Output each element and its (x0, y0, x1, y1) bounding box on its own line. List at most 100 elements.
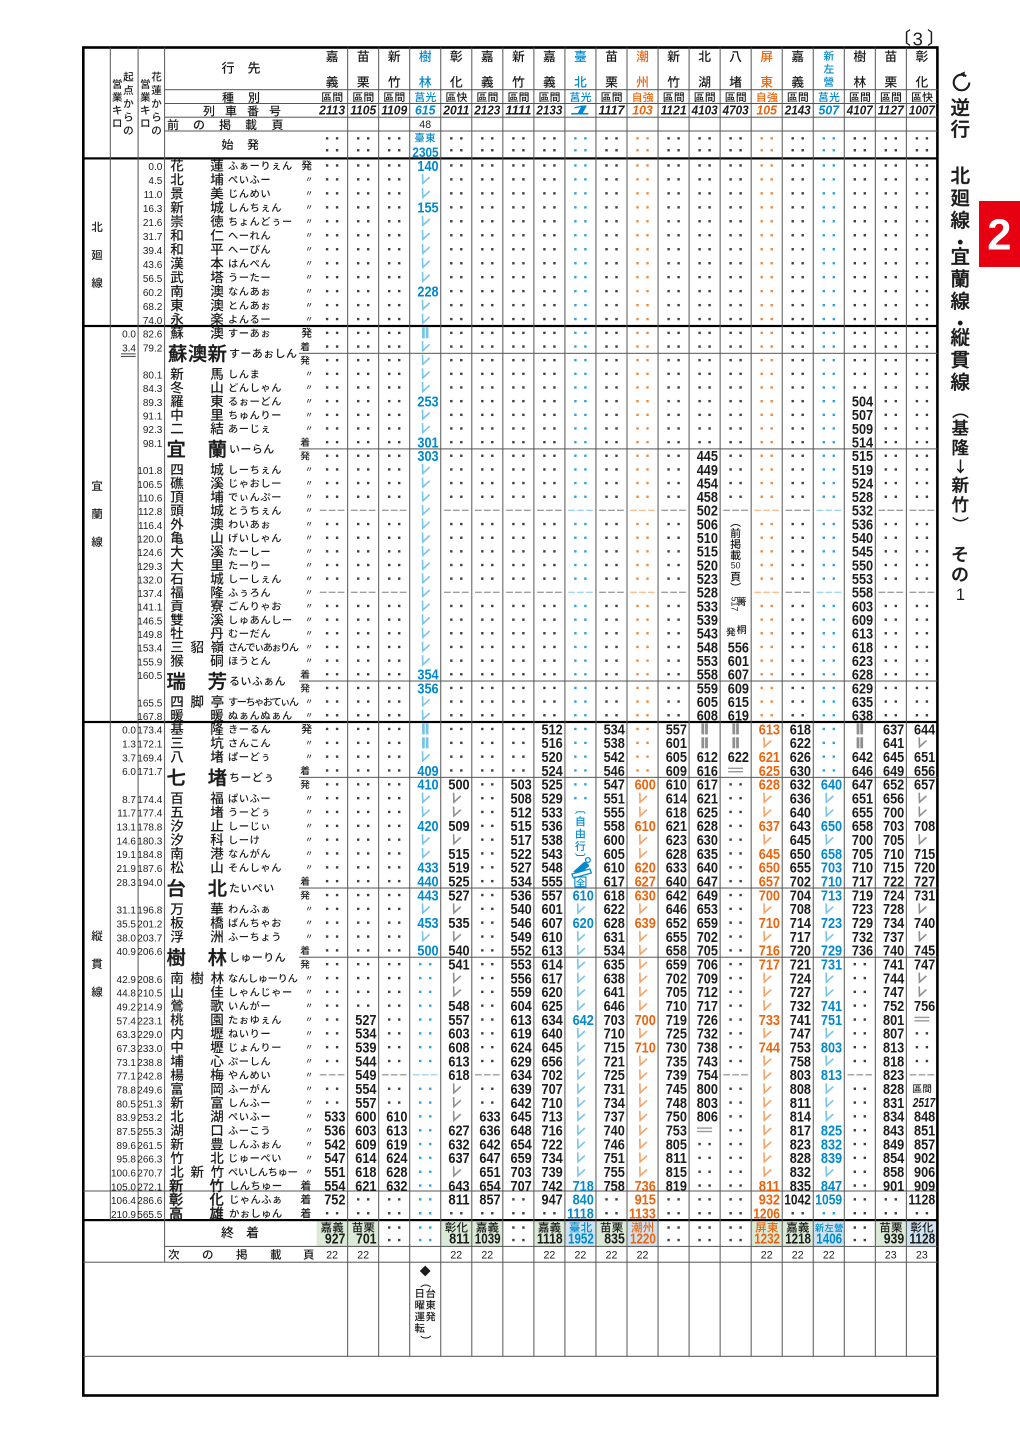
svg-text:1220: 1220 (630, 1231, 656, 1248)
svg-text:22: 22 (637, 1249, 649, 1261)
svg-text:603: 603 (852, 598, 873, 615)
svg-text:601: 601 (728, 653, 749, 670)
svg-text:642: 642 (666, 887, 687, 904)
svg-text:753: 753 (666, 1123, 687, 1140)
svg-text:129.3: 129.3 (137, 562, 162, 573)
svg-text:4703: 4703 (722, 103, 750, 118)
svg-text:171.7: 171.7 (137, 767, 162, 778)
svg-text:613: 613 (448, 1053, 469, 1070)
svg-text:1.3: 1.3 (122, 740, 136, 751)
svg-text:624: 624 (511, 1040, 533, 1057)
svg-text:701: 701 (356, 1231, 377, 1248)
svg-text:849: 849 (883, 1136, 904, 1153)
svg-text:605: 605 (666, 749, 687, 766)
svg-text:558: 558 (852, 585, 873, 602)
svg-text:714: 714 (790, 915, 812, 932)
svg-text:646: 646 (666, 901, 687, 918)
svg-text:748: 748 (666, 1095, 687, 1112)
svg-text:811: 811 (666, 1150, 687, 1167)
svg-text:901: 901 (883, 1178, 904, 1195)
svg-text:1118: 1118 (537, 1231, 563, 1248)
svg-text:832: 832 (790, 1164, 811, 1181)
svg-text:643: 643 (448, 1178, 469, 1195)
svg-text:655: 655 (852, 804, 873, 821)
svg-text:565.5: 565.5 (137, 1210, 162, 1221)
svg-text:527: 527 (511, 860, 532, 877)
svg-text:1128: 1128 (909, 1231, 935, 1248)
svg-text:547: 547 (604, 777, 625, 794)
svg-text:1039: 1039 (475, 1231, 501, 1248)
svg-text:610: 610 (573, 887, 594, 904)
svg-text:106.4: 106.4 (111, 1196, 136, 1207)
svg-text:726: 726 (697, 1012, 718, 1029)
svg-text:814: 814 (790, 1109, 812, 1126)
svg-text:650: 650 (790, 846, 811, 863)
svg-text:520: 520 (542, 749, 563, 766)
svg-text:609: 609 (666, 763, 687, 780)
svg-text:811: 811 (759, 1178, 780, 1195)
svg-text:78.8: 78.8 (117, 1086, 137, 1097)
svg-text:2011: 2011 (442, 103, 469, 118)
svg-text:628: 628 (666, 846, 687, 863)
svg-text:628: 628 (386, 1164, 407, 1181)
svg-text:610: 610 (604, 860, 625, 877)
svg-text:187.6: 187.6 (137, 864, 162, 875)
svg-text:516: 516 (542, 735, 563, 752)
svg-text:818: 818 (883, 1053, 904, 1070)
svg-text:174.4: 174.4 (137, 795, 162, 806)
svg-text:700: 700 (883, 804, 904, 821)
svg-text:1232: 1232 (754, 1231, 780, 1248)
svg-text:653: 653 (697, 901, 718, 918)
svg-text:618: 618 (355, 1164, 376, 1181)
svg-text:741: 741 (790, 1012, 811, 1029)
svg-text:512: 512 (511, 804, 532, 821)
svg-text:549: 549 (355, 1067, 376, 1084)
svg-text:524: 524 (852, 475, 874, 492)
svg-text:507: 507 (819, 103, 840, 118)
svg-text:719: 719 (666, 1012, 687, 1029)
svg-text:520: 520 (697, 557, 718, 574)
svg-text:153.4: 153.4 (137, 644, 162, 655)
svg-text:811: 811 (790, 1095, 811, 1112)
svg-text:600: 600 (635, 777, 656, 794)
svg-text:644: 644 (914, 721, 936, 738)
svg-text:640: 640 (697, 860, 718, 877)
svg-text:21.6: 21.6 (143, 218, 163, 229)
svg-text:261.5: 261.5 (137, 1141, 162, 1152)
svg-text:533: 533 (542, 804, 563, 821)
svg-text:758: 758 (790, 1053, 811, 1070)
svg-text:40.9: 40.9 (117, 947, 137, 958)
svg-text:44.8: 44.8 (117, 989, 137, 1000)
svg-text:534: 534 (355, 1026, 377, 1043)
svg-text:618: 618 (448, 1067, 469, 1084)
svg-text:84.3: 84.3 (143, 384, 163, 395)
svg-text:103: 103 (632, 103, 653, 118)
svg-text:724: 724 (790, 970, 812, 987)
svg-text:741: 741 (883, 957, 904, 974)
svg-text:105.0: 105.0 (111, 1182, 136, 1193)
svg-text:249.6: 249.6 (137, 1086, 162, 1097)
svg-text:19.1: 19.1 (117, 850, 137, 861)
svg-text:813: 813 (883, 1040, 904, 1057)
svg-text:708: 708 (790, 901, 811, 918)
svg-text:805: 805 (666, 1136, 687, 1153)
svg-text:615: 615 (728, 694, 749, 711)
svg-text:927: 927 (325, 1231, 346, 1248)
svg-text:629: 629 (852, 680, 873, 697)
svg-text:79.2: 79.2 (143, 343, 163, 354)
svg-text:651: 651 (479, 1164, 500, 1181)
svg-text:731: 731 (821, 957, 842, 974)
svg-text:74.0: 74.0 (143, 316, 163, 327)
svg-text:515: 515 (697, 544, 718, 561)
svg-text:410: 410 (417, 777, 438, 794)
svg-text:538: 538 (542, 832, 563, 849)
svg-text:645: 645 (511, 1109, 532, 1126)
svg-text:652: 652 (666, 915, 687, 932)
svg-text:21.9: 21.9 (117, 864, 137, 875)
svg-text:1127: 1127 (878, 103, 905, 118)
svg-text:659: 659 (511, 1150, 532, 1167)
svg-text:745: 745 (914, 943, 935, 960)
svg-text:700: 700 (852, 832, 873, 849)
svg-text:601: 601 (666, 735, 687, 752)
svg-text:536: 536 (511, 887, 532, 904)
